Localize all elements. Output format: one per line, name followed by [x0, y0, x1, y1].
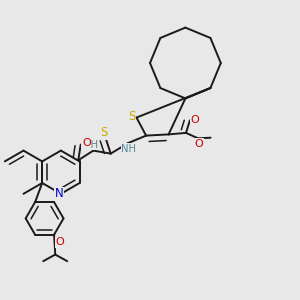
Text: S: S — [100, 126, 107, 140]
Text: N: N — [55, 187, 64, 200]
Text: O: O — [190, 115, 199, 125]
Text: NH: NH — [83, 140, 98, 150]
Text: S: S — [128, 110, 135, 124]
Text: NH: NH — [122, 144, 136, 154]
Text: O: O — [194, 139, 203, 149]
Text: O: O — [82, 138, 91, 148]
Text: O: O — [56, 237, 64, 247]
